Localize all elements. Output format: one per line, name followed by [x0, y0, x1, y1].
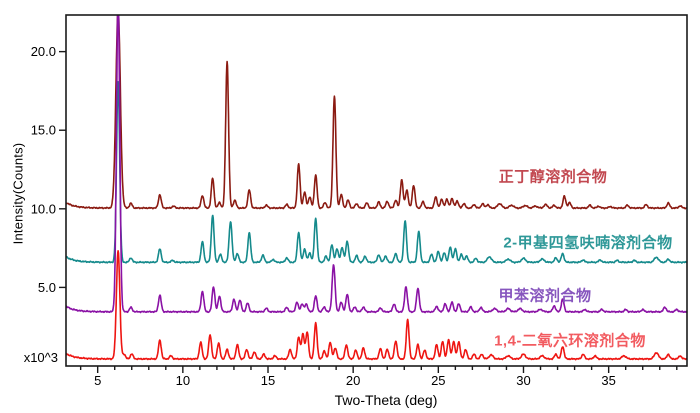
plot-frame [65, 14, 688, 367]
y-axis-title: Intensity(Counts) [10, 142, 26, 245]
y-tick-label: 10.0 [31, 201, 56, 216]
xrd-trace-0 [66, 15, 687, 210]
x-tick-label: 35 [601, 373, 615, 388]
x-axis-title: Two-Theta (deg) [334, 392, 438, 408]
x-tick-label: 30 [516, 373, 530, 388]
series-label-toluene-solvate: 甲苯溶剂合物 [498, 287, 592, 305]
series-label-2-methyltetrahydrofuran-solvate: 2-甲基四氢呋喃溶剂合物 [503, 234, 673, 252]
axis-ticks [59, 50, 678, 373]
x-tick-label: 15 [261, 373, 275, 388]
y-axis-multiplier-label: x10^3 [23, 350, 58, 365]
y-tick-label: 5.0 [38, 280, 56, 295]
series-label-n-butanol-solvate: 正丁醇溶剂合物 [498, 168, 608, 186]
y-tick-label: 15.0 [31, 123, 56, 138]
x-tick-label: 20 [346, 373, 360, 388]
x-tick-label: 10 [176, 373, 190, 388]
axis-tick-labels: 5 10 15 20 25 30 35 5.0 10.0 15.0 20.0 [31, 44, 616, 388]
xrd-trace-1 [66, 81, 687, 264]
xrd-trace-2 [66, 15, 687, 314]
x-tick-label: 25 [431, 373, 445, 388]
y-tick-label: 20.0 [31, 44, 56, 59]
xrd-trace-3 [66, 250, 687, 361]
series-label-dioxane-solvate: 1,4-二氧六环溶剂合物 [494, 332, 646, 350]
xrd-traces [66, 15, 687, 361]
x-tick-label: 5 [94, 373, 101, 388]
